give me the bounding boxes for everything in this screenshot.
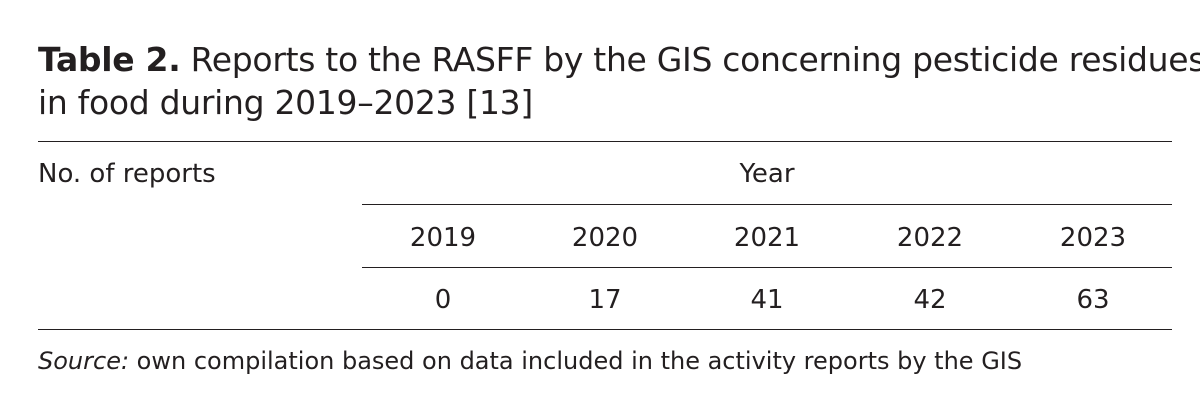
year-cell: 2020 xyxy=(571,223,639,253)
year-cell: 2023 xyxy=(1059,223,1127,253)
year-cell: 2021 xyxy=(733,223,801,253)
values-rule xyxy=(362,267,1172,268)
row-header: No. of reports xyxy=(38,159,216,189)
value-cell: 63 xyxy=(1076,285,1110,315)
value-cell: 17 xyxy=(588,285,622,315)
source-label: Source: xyxy=(38,347,130,375)
caption-title-line2: in food during 2019–2023 [13] xyxy=(38,83,533,122)
year-cell: 2019 xyxy=(409,223,477,253)
value-cell: 42 xyxy=(913,285,947,315)
year-header-rule xyxy=(362,204,1172,205)
source-note: Source: own compilation based on data in… xyxy=(38,346,1022,376)
caption-title-line1: Reports to the RASFF by the GIS concerni… xyxy=(180,40,1200,79)
year-cell: 2022 xyxy=(896,223,964,253)
table-bottom-rule xyxy=(38,329,1172,330)
value-cell: 0 xyxy=(434,285,452,315)
table-number: Table 2. xyxy=(38,40,181,79)
table-caption: Table 2. Reports to the RASFF by the GIS… xyxy=(38,38,1200,124)
table-top-rule xyxy=(38,141,1172,142)
value-cell: 41 xyxy=(750,285,784,315)
year-group-header: Year xyxy=(739,159,795,189)
source-text: own compilation based on data included i… xyxy=(129,347,1023,375)
